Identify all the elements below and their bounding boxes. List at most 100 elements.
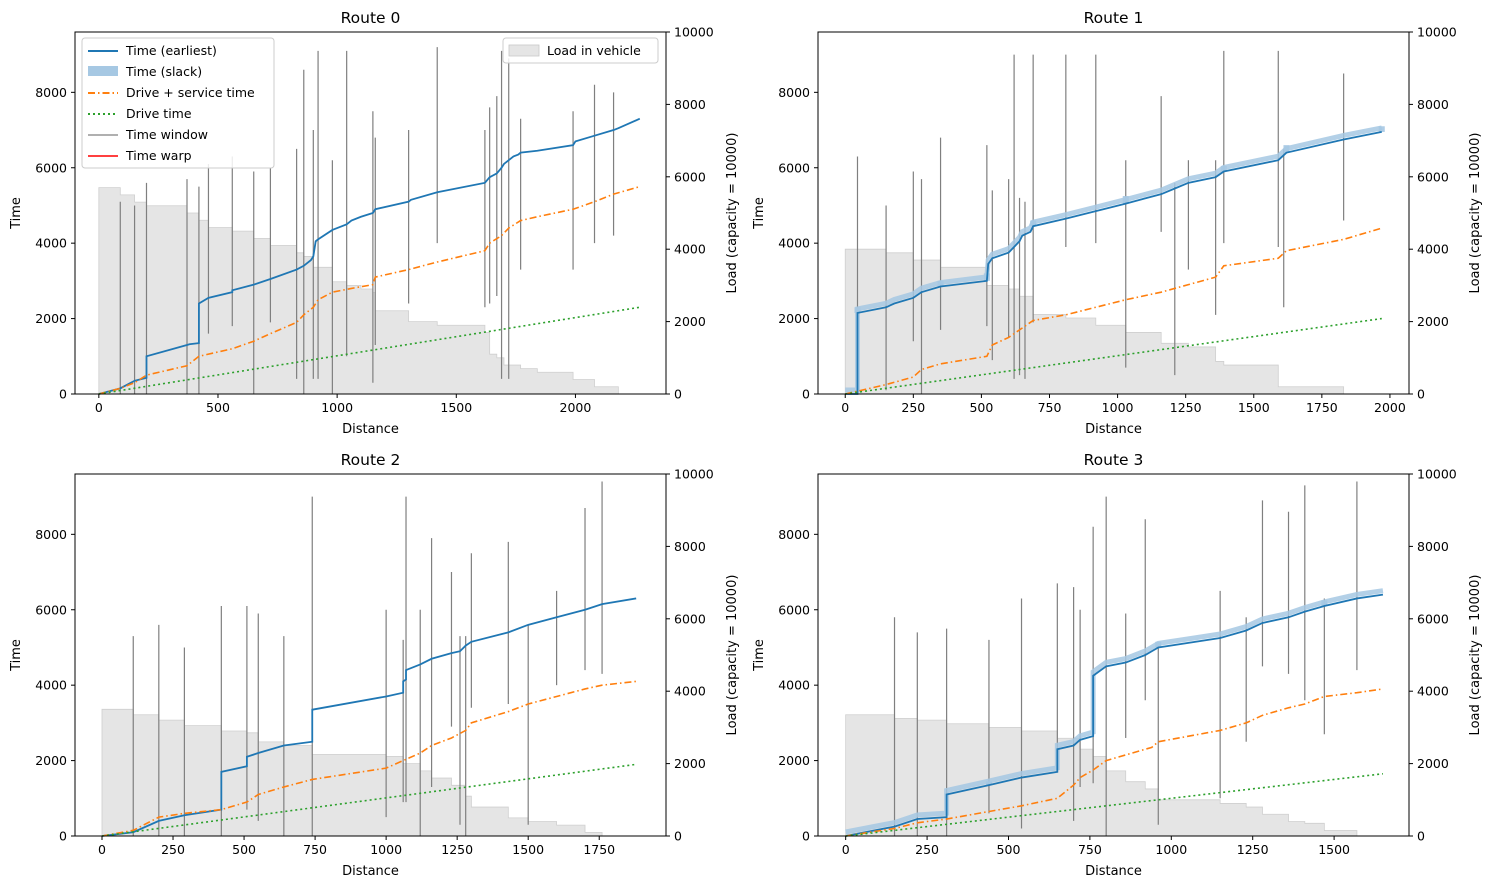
load-legend-box — [502, 37, 659, 64]
route-0-series-drive-time — [98, 306, 640, 395]
route-3-x-tick-label-2: 500 — [997, 842, 1021, 857]
route-2-y2-tick-label-4: 8000 — [674, 539, 706, 554]
route-3-axes-frame — [817, 473, 1410, 837]
route-0-y-tick-label-2: 4000 — [35, 236, 67, 251]
route-1-series-drive-time — [845, 317, 1382, 395]
route-0-load-area — [98, 187, 640, 395]
route-2-y-tick-label-3: 6000 — [35, 602, 67, 617]
route-2-x-tick-label-2: 500 — [232, 842, 256, 857]
route-3-y-tick-label-3: 6000 — [778, 602, 810, 617]
route-1-x-tick-label-3: 750 — [1038, 400, 1062, 415]
route-3-x-tick-label-6: 1500 — [1318, 842, 1350, 857]
route-0-series-drive-service-time — [98, 185, 641, 395]
route-3-panel: 0 250 500 750 1000 1250 1500 0 2000 4000 6000 8000 0… — [752, 451, 1483, 879]
route-2-x-tick-label-7: 1750 — [583, 842, 615, 857]
legend-label-drive-service-time: Drive + service time — [126, 85, 255, 100]
legend-item-drive-time: Drive time — [88, 106, 192, 121]
route-0-x-tick-label-4: 2000 — [560, 400, 592, 415]
route-1-series-time-earliest — [845, 131, 1382, 395]
route-2-y2-tick-label-3: 6000 — [674, 611, 706, 626]
route-2-x-axis-label: Distance — [342, 864, 399, 879]
route-1-y2-tick-label-2: 4000 — [1417, 242, 1449, 257]
route-0-y-axis-label: Time — [9, 197, 24, 230]
route-2-y2-tick-label-0: 0 — [674, 829, 682, 844]
route-1-axes-frame — [817, 31, 1410, 395]
route-1-y2-tick-label-3: 6000 — [1417, 169, 1449, 184]
route-3-y2-tick-label-2: 4000 — [1417, 684, 1449, 699]
legend-item-time-slack: Time (slack) — [88, 64, 202, 79]
route-3-slack-band — [845, 588, 1384, 835]
route-1-x-tick-label-2: 500 — [969, 400, 993, 415]
route-0-y2-tick-label-5: 10000 — [674, 25, 714, 40]
route-1-x-tick-label-7: 1750 — [1306, 400, 1338, 415]
route-2-y-tick-label-2: 4000 — [35, 678, 67, 693]
route-3-y-tick-label-2: 4000 — [778, 678, 810, 693]
route-0-load-legend: Load in vehicle — [502, 37, 659, 64]
legend-item-time-earliest: Time (earliest) — [88, 43, 217, 58]
route-0-title: Route 0 — [341, 9, 401, 27]
route-3-y-tick-label-4: 8000 — [778, 527, 810, 542]
route-2-y-tick-label-4: 8000 — [35, 527, 67, 542]
legend-item-time-warp: Time warp — [88, 148, 192, 163]
route-0-y2-tick-label-4: 8000 — [674, 97, 706, 112]
legend-swatch-time-slack — [88, 66, 118, 76]
route-2-title: Route 2 — [341, 451, 401, 469]
legend-label-time-window: Time window — [125, 127, 208, 142]
route-2-axes-frame — [74, 473, 667, 837]
route-3-series-time-earliest — [845, 593, 1384, 837]
route-2-y2-tick-label-2: 4000 — [674, 684, 706, 699]
route-1-x-axis-label: Distance — [1085, 422, 1142, 437]
route-2-panel: 0 250 500 750 1000 1250 1500 1750 0 2000 4000 6000 8… — [9, 451, 740, 879]
route-1-x-tick-label-8: 2000 — [1374, 400, 1406, 415]
route-1-y2-tick-label-1: 2000 — [1417, 314, 1449, 329]
route-0-y2-tick-label-2: 4000 — [674, 242, 706, 257]
route-2-x-tick-label-5: 1250 — [441, 842, 473, 857]
route-3-x-tick-label-5: 1250 — [1237, 842, 1269, 857]
route-3-y2-tick-label-3: 6000 — [1417, 611, 1449, 626]
route-0-axes-frame — [74, 31, 667, 395]
route-1-x-tick-label-4: 1000 — [1102, 400, 1134, 415]
route-0-y2-tick-label-0: 0 — [674, 387, 682, 402]
route-0-y2-tick-label-3: 6000 — [674, 169, 706, 184]
route-2-x-tick-label-0: 0 — [98, 842, 106, 857]
route-1-slack-band — [845, 125, 1383, 393]
route-0-legend: Time (earliest) Time (slack) Drive + ser… — [81, 37, 275, 169]
route-1-y-tick-label-0: 0 — [802, 387, 810, 402]
legend-label-time-earliest: Time (earliest) — [125, 43, 217, 58]
route-2-y2-axis-label: Load (capacity = 10000) — [725, 575, 740, 736]
route-0-x-tick-label-3: 1500 — [440, 400, 472, 415]
route-0-y-tick-label-4: 8000 — [35, 85, 67, 100]
route-0-y-tick-label-1: 2000 — [35, 311, 67, 326]
route-1-y2-tick-label-0: 0 — [1417, 387, 1425, 402]
route-0-y-tick-label-3: 6000 — [35, 160, 67, 175]
route-1-panel: 0 250 500 750 1000 1250 1500 1750 2000 0 2000 4000 6… — [752, 9, 1483, 437]
legend-label-drive-time: Drive time — [126, 106, 192, 121]
route-0-series-time-earliest — [98, 117, 641, 395]
route-2-x-tick-label-4: 1000 — [370, 842, 402, 857]
route-0-y2-tick-label-1: 2000 — [674, 314, 706, 329]
legend-item-drive-service-time: Drive + service time — [88, 85, 255, 100]
route-2-y2-tick-label-1: 2000 — [674, 756, 706, 771]
route-1-y-tick-label-1: 2000 — [778, 311, 810, 326]
route-3-x-axis-label: Distance — [1085, 864, 1142, 879]
route-0-x-tick-label-0: 0 — [95, 400, 103, 415]
route-1-title: Route 1 — [1084, 9, 1144, 27]
route-1-y2-tick-label-5: 10000 — [1417, 25, 1457, 40]
route-0-panel: 0 500 1000 1500 2000 0 2000 4000 6000 8000 0 2000 40… — [9, 9, 740, 437]
legend-label-time-warp: Time warp — [125, 148, 192, 163]
route-3-y2-tick-label-4: 8000 — [1417, 539, 1449, 554]
route-3-y2-tick-label-1: 2000 — [1417, 756, 1449, 771]
route-3-y2-tick-label-5: 10000 — [1417, 467, 1457, 482]
route-3-x-tick-label-3: 750 — [1078, 842, 1102, 857]
route-3-y2-axis-label: Load (capacity = 10000) — [1468, 575, 1483, 736]
route-1-y-tick-label-4: 8000 — [778, 85, 810, 100]
route-1-y2-axis-label: Load (capacity = 10000) — [1468, 133, 1483, 294]
legend-box — [81, 37, 275, 169]
route-0-y2-axis-label: Load (capacity = 10000) — [725, 133, 740, 294]
route-0-x-axis-label: Distance — [342, 422, 399, 437]
route-1-y-tick-label-2: 4000 — [778, 236, 810, 251]
route-3-title: Route 3 — [1084, 451, 1144, 469]
route-1-x-tick-label-1: 250 — [901, 400, 925, 415]
legend-label-load: Load in vehicle — [547, 43, 641, 58]
